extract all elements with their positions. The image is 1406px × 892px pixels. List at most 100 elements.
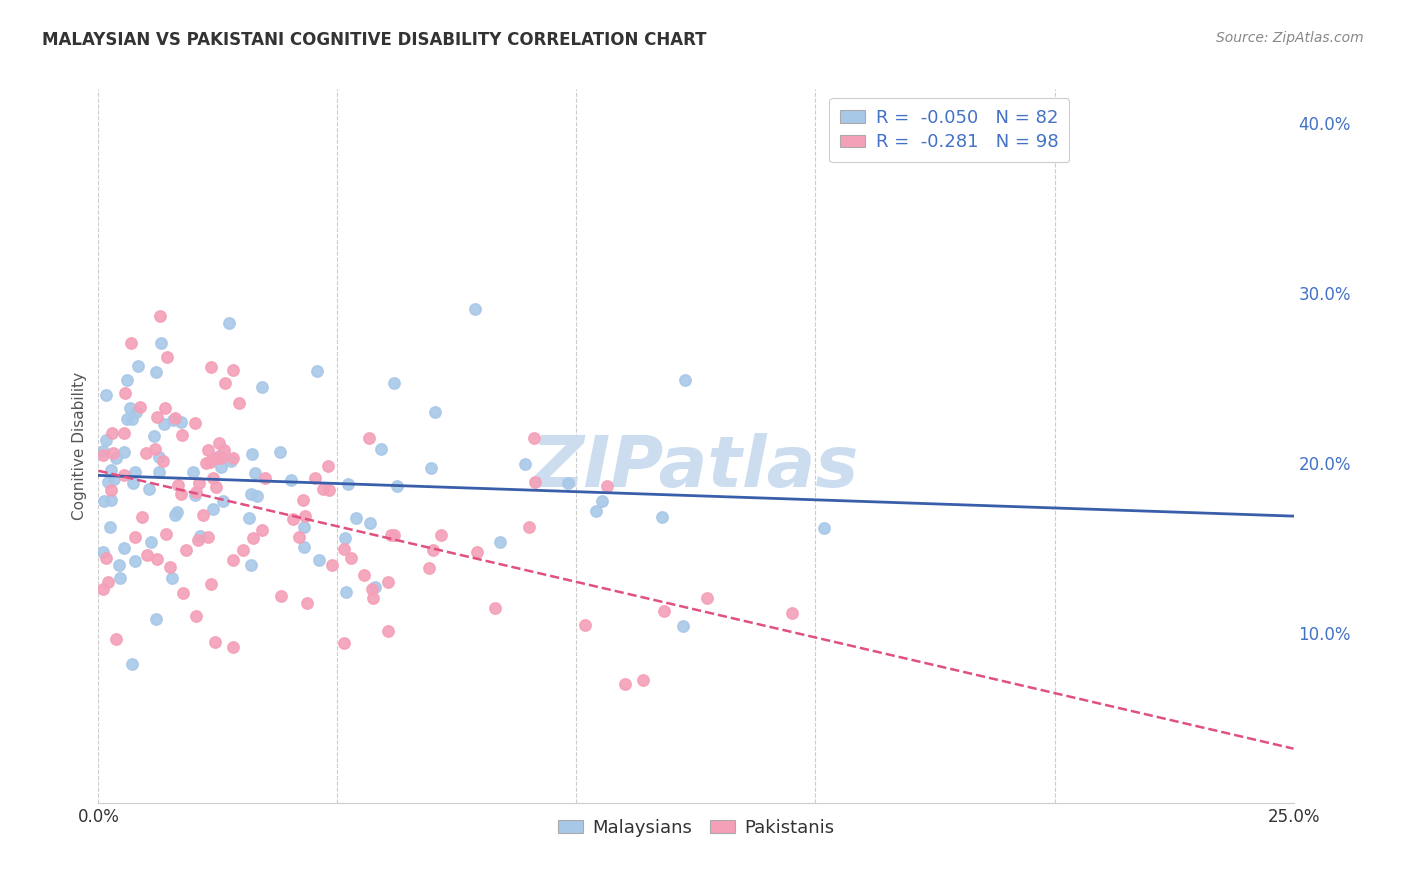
- Point: [141, 535, 163, 549]
- Point: [201, 470, 224, 484]
- Point: [129, 401, 152, 415]
- Point: [370, 442, 392, 456]
- Point: [108, 571, 131, 585]
- Point: [91, 582, 114, 596]
- Point: [387, 478, 409, 492]
- Point: [146, 410, 169, 425]
- Point: [118, 401, 141, 416]
- Point: [269, 444, 291, 458]
- Point: [238, 510, 260, 524]
- Point: [517, 520, 540, 534]
- Point: [254, 471, 277, 485]
- Point: [193, 508, 215, 522]
- Point: [214, 376, 236, 390]
- Point: [219, 454, 242, 468]
- Point: [294, 520, 316, 534]
- Point: [108, 558, 131, 572]
- Point: [121, 475, 143, 490]
- Point: [100, 463, 122, 477]
- Point: [162, 571, 184, 585]
- Point: [121, 657, 143, 671]
- Point: [353, 567, 375, 582]
- Point: [145, 612, 167, 626]
- Point: [321, 558, 343, 573]
- Point: [204, 450, 226, 465]
- Point: [305, 364, 328, 378]
- Point: [155, 401, 177, 416]
- Point: [204, 634, 226, 648]
- Point: [240, 558, 263, 573]
- Point: [200, 577, 222, 591]
- Point: [184, 484, 207, 499]
- Point: [652, 604, 675, 618]
- Point: [214, 442, 236, 457]
- Point: [115, 412, 138, 426]
- Point: [105, 632, 128, 646]
- Point: [91, 443, 114, 458]
- Point: [146, 551, 169, 566]
- Point: [153, 417, 176, 432]
- Point: [318, 483, 340, 498]
- Point: [97, 575, 120, 590]
- Point: [312, 482, 335, 496]
- Text: Source: ZipAtlas.com: Source: ZipAtlas.com: [1216, 31, 1364, 45]
- Point: [591, 493, 613, 508]
- Point: [242, 531, 264, 545]
- Point: [197, 530, 219, 544]
- Point: [174, 542, 197, 557]
- Point: [422, 542, 444, 557]
- Point: [163, 508, 186, 522]
- Point: [143, 442, 166, 457]
- Point: [228, 396, 250, 410]
- Point: [673, 373, 696, 387]
- Point: [149, 336, 172, 351]
- Point: [101, 446, 124, 460]
- Point: [596, 479, 619, 493]
- Point: [359, 431, 381, 445]
- Point: [246, 489, 269, 503]
- Point: [339, 550, 361, 565]
- Point: [208, 449, 231, 463]
- Legend: Malaysians, Pakistanis: Malaysians, Pakistanis: [550, 812, 842, 844]
- Point: [337, 476, 360, 491]
- Point: [585, 504, 607, 518]
- Point: [232, 543, 254, 558]
- Point: [209, 450, 232, 465]
- Point: [243, 466, 266, 480]
- Point: [222, 362, 245, 376]
- Point: [149, 309, 172, 323]
- Point: [170, 415, 193, 429]
- Point: [295, 596, 318, 610]
- Point: [418, 560, 440, 574]
- Point: [104, 451, 127, 466]
- Point: [163, 411, 186, 425]
- Point: [101, 426, 124, 441]
- Point: [333, 636, 356, 650]
- Point: [222, 640, 245, 655]
- Point: [631, 673, 654, 687]
- Point: [91, 448, 114, 462]
- Point: [166, 505, 188, 519]
- Point: [93, 494, 115, 508]
- Point: [124, 466, 146, 480]
- Point: [197, 443, 219, 458]
- Y-axis label: Cognitive Disability: Cognitive Disability: [72, 372, 87, 520]
- Point: [651, 509, 673, 524]
- Point: [524, 475, 547, 489]
- Point: [380, 528, 402, 542]
- Point: [377, 624, 399, 639]
- Point: [100, 492, 122, 507]
- Point: [181, 465, 204, 479]
- Point: [513, 458, 536, 472]
- Point: [614, 677, 637, 691]
- Point: [201, 502, 224, 516]
- Point: [382, 527, 405, 541]
- Point: [156, 350, 179, 364]
- Point: [316, 459, 339, 474]
- Point: [124, 530, 146, 544]
- Point: [209, 459, 232, 474]
- Point: [162, 413, 184, 427]
- Point: [696, 591, 718, 606]
- Point: [103, 472, 125, 486]
- Point: [138, 482, 160, 496]
